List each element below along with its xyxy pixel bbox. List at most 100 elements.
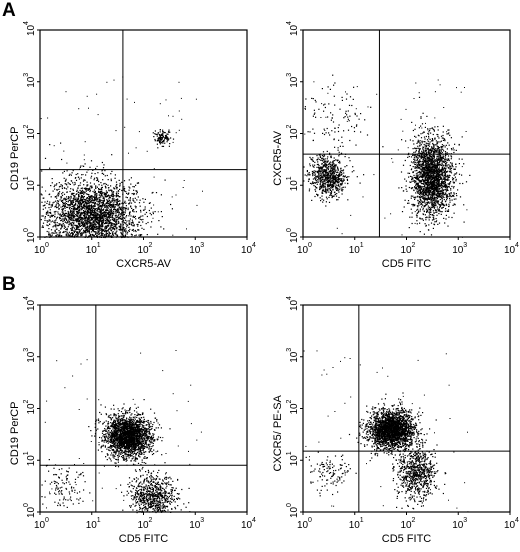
scatter-point — [411, 180, 413, 182]
scatter-point — [414, 180, 416, 182]
scatter-point — [77, 216, 79, 218]
scatter-point — [66, 196, 68, 198]
scatter-point — [442, 181, 444, 183]
scatter-point — [444, 175, 446, 177]
scatter-point — [423, 201, 425, 203]
scatter-point — [436, 159, 438, 161]
scatter-point — [44, 201, 46, 203]
scatter-point — [423, 206, 425, 208]
scatter-point — [436, 211, 438, 213]
scatter-point — [103, 199, 105, 201]
scatter-point — [79, 224, 81, 226]
scatter-point — [448, 216, 450, 218]
scatter-point — [435, 204, 437, 206]
scatter-point — [62, 172, 64, 174]
scatter-point — [463, 163, 465, 165]
scatter-point — [86, 197, 88, 199]
scatter-point — [100, 224, 102, 226]
scatter-point — [109, 212, 111, 214]
scatter-point — [106, 218, 108, 220]
scatter-point — [51, 232, 53, 234]
scatter-point — [51, 178, 53, 180]
scatter-point — [181, 118, 183, 120]
scatter-point — [107, 224, 109, 226]
scatter-point — [78, 198, 80, 200]
scatter-point — [72, 200, 74, 203]
scatter-point — [451, 195, 453, 197]
scatter-point — [82, 190, 84, 192]
scatter-point — [86, 201, 88, 203]
scatter-point — [139, 216, 141, 218]
scatter-point — [90, 212, 92, 214]
scatter-point — [116, 235, 118, 237]
scatter-point — [88, 204, 90, 206]
scatter-point — [433, 177, 435, 179]
scatter-point — [115, 130, 117, 132]
scatter-point — [425, 173, 427, 175]
scatter-point — [428, 208, 430, 210]
scatter-point — [78, 229, 80, 231]
scatter-point — [96, 198, 98, 200]
scatter-point — [46, 221, 48, 223]
scatter-point — [110, 229, 112, 231]
scatter-point — [438, 203, 440, 206]
scatter-point — [48, 203, 50, 205]
scatter-point — [436, 144, 438, 146]
scatter-point — [451, 164, 453, 166]
scatter-point — [75, 203, 77, 205]
scatter-point — [431, 160, 433, 162]
scatter-point — [438, 166, 440, 168]
scatter-point — [101, 234, 103, 236]
scatter-point — [166, 138, 168, 140]
scatter-point — [432, 150, 434, 152]
scatter-point — [93, 210, 96, 212]
scatter-point — [437, 191, 439, 193]
scatter-point — [440, 149, 443, 151]
scatter-point — [433, 202, 435, 204]
scatter-point — [433, 160, 435, 162]
scatter-point — [427, 149, 430, 151]
scatter-point — [44, 157, 47, 159]
scatter-point — [54, 188, 56, 190]
scatter-point — [104, 204, 106, 206]
scatter-point — [432, 138, 434, 141]
scatter-point — [441, 151, 443, 154]
scatter-point — [41, 226, 43, 228]
scatter-point — [72, 189, 74, 191]
scatter-point — [436, 175, 438, 177]
scatter-point — [98, 211, 100, 213]
scatter-point — [442, 134, 444, 137]
scatter-point — [422, 171, 425, 173]
scatter-point — [111, 195, 113, 197]
scatter-point — [50, 221, 52, 223]
scatter-point — [163, 131, 166, 134]
scatter-point — [433, 154, 435, 156]
scatter-point — [417, 202, 419, 204]
scatter-point — [322, 188, 324, 190]
scatter-point — [433, 217, 435, 219]
scatter-point — [428, 187, 430, 189]
scatter-point — [58, 208, 60, 210]
scatter-point — [94, 203, 96, 205]
scatter-point — [427, 192, 429, 194]
scatter-point — [98, 216, 100, 218]
scatter-point — [162, 142, 164, 144]
scatter-point — [157, 147, 159, 149]
scatter-point — [421, 176, 423, 179]
scatter-point — [96, 192, 98, 195]
scatter-point — [444, 156, 446, 158]
scatter-point — [102, 204, 104, 206]
scatter-point — [54, 220, 56, 222]
scatter-point — [341, 190, 343, 192]
scatter-point — [57, 235, 59, 237]
scatter-point — [419, 189, 421, 192]
scatter-point — [107, 213, 110, 216]
scatter-point — [417, 161, 419, 163]
scatter-point — [97, 212, 99, 214]
scatter-point — [435, 202, 437, 204]
scatter-point — [439, 171, 442, 173]
scatter-point — [323, 180, 325, 182]
scatter-point — [69, 208, 71, 210]
scatter-point — [433, 212, 435, 214]
scatter-point — [439, 178, 441, 180]
